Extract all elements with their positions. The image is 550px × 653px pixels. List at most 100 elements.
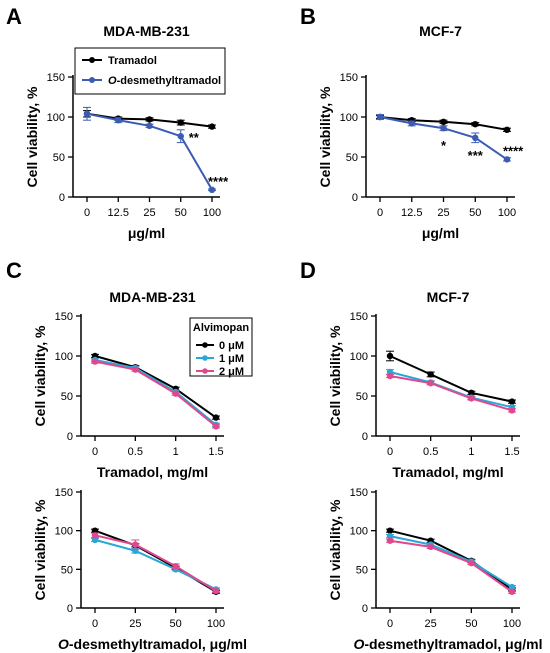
data-point: [83, 110, 91, 118]
y-tick-label: 50: [346, 152, 358, 164]
legend-label-italic: O: [108, 75, 117, 87]
legend-marker: [89, 57, 95, 63]
data-point: [427, 543, 434, 551]
x-tick-label: 1: [468, 446, 474, 458]
x-tick-label: 1.5: [504, 446, 519, 458]
x-tick-label: 0.5: [423, 446, 438, 458]
data-point: [468, 559, 475, 567]
data-point: [503, 156, 511, 163]
legend-marker: [202, 368, 208, 374]
x-tick-label: 25: [425, 618, 437, 630]
x-tick-label: 0: [387, 618, 393, 630]
x-tick-label: 12.5: [108, 207, 129, 219]
x-axis-label: μg/ml: [128, 225, 165, 241]
x-axis-label-rest: -desmethyltramadol, μg/ml: [364, 636, 542, 652]
x-tick-label: 100: [498, 207, 516, 219]
data-point: [376, 113, 384, 121]
x-tick-label: 50: [465, 618, 477, 630]
x-tick-label: 0.5: [128, 446, 143, 458]
panel-letter-b: B: [300, 4, 316, 29]
legend-label-rest: -desmethyltramadol: [117, 75, 222, 87]
chart-a: MDA-MB-231 0 50 100 150 0 12.5 25 50 100 Cell viab…: [24, 23, 229, 241]
y-tick-label: 150: [47, 72, 65, 84]
data-point: [146, 122, 153, 129]
data-point: [172, 563, 179, 570]
y-tick-label: 50: [356, 391, 368, 403]
y-tick-label: 0: [352, 192, 358, 204]
y-tick-label: 100: [47, 112, 65, 124]
y-axis-label: Cell viability, %: [24, 86, 40, 187]
x-axis-label: Tramadol, mg/ml: [97, 464, 208, 480]
x-tick-label: 50: [170, 618, 182, 630]
y-tick-label: 150: [350, 311, 368, 323]
series-3: [91, 358, 220, 430]
y-tick-label: 0: [362, 431, 368, 443]
x-axis-label: O-desmethyltramadol, μg/ml: [353, 636, 542, 652]
x-axis-label-italic: O: [353, 636, 364, 652]
data-point: [472, 121, 479, 128]
y-tick-label: 100: [55, 351, 73, 363]
legend-label: 1 μM: [219, 353, 244, 365]
series-line: [389, 535, 513, 588]
y-tick-label: 100: [55, 526, 73, 538]
x-axis-label: Tramadol, mg/ml: [392, 464, 503, 480]
data-point: [386, 352, 394, 360]
series-3: [386, 372, 516, 414]
y-tick-label: 150: [350, 487, 368, 499]
y-tick-label: 100: [350, 351, 368, 363]
y-tick-label: 50: [61, 564, 73, 576]
x-axis-label-rest: -desmethyltramadol, μg/ml: [69, 636, 247, 652]
series-line: [389, 371, 513, 409]
legend-label: 2 μM: [219, 366, 244, 378]
series-3: [386, 537, 516, 595]
data-point: [146, 116, 153, 123]
y-tick-label: 100: [340, 112, 358, 124]
y-tick-label: 150: [340, 72, 358, 84]
data-point: [212, 587, 220, 595]
x-tick-label: 0: [92, 618, 98, 630]
data-point: [427, 380, 434, 387]
legend-marker: [89, 77, 95, 83]
data-point: [208, 123, 216, 130]
x-tick-label: 12.5: [401, 207, 422, 219]
x-tick-label: 25: [437, 207, 449, 219]
series-line: [389, 355, 513, 403]
data-point: [386, 532, 394, 540]
series-line: [389, 539, 513, 593]
y-tick-label: 150: [55, 487, 73, 499]
significance-annotation: ****: [208, 174, 229, 189]
y-axis-label: Cell viability, %: [327, 499, 343, 600]
data-point: [508, 583, 516, 591]
chart-c: MDA-MB-231 0 50 100 150 0 0.5 1 1.5 Cell viabilit…: [32, 289, 253, 480]
x-axis-label: O-desmethyltramadol, μg/ml: [58, 636, 247, 652]
data-point: [386, 372, 394, 380]
data-point: [177, 119, 184, 126]
data-point: [91, 527, 99, 534]
data-point: [91, 536, 99, 544]
x-axis-label: μg/ml: [422, 225, 459, 241]
data-point: [427, 371, 434, 378]
y-tick-label: 150: [55, 311, 73, 323]
data-point: [468, 389, 475, 396]
y-axis-label: Cell viability, %: [32, 325, 48, 426]
series-2: [376, 113, 511, 163]
series-line: [94, 359, 217, 426]
data-point: [440, 118, 447, 126]
x-tick-label: 0: [84, 207, 90, 219]
data-point: [91, 532, 99, 539]
series-1: [91, 527, 220, 595]
significance-annotation: *: [441, 138, 447, 153]
legend-label: 0 μM: [219, 340, 244, 352]
y-tick-label: 100: [350, 526, 368, 538]
legend-marker: [202, 355, 208, 361]
legend-marker: [202, 342, 208, 348]
data-point: [91, 358, 99, 365]
x-tick-label: 1: [173, 446, 179, 458]
x-tick-label: 100: [203, 207, 221, 219]
data-point: [508, 588, 516, 595]
legend: Tramadol O-desmethyltramadol: [74, 47, 226, 95]
data-point: [212, 423, 220, 430]
y-tick-label: 50: [356, 564, 368, 576]
data-point: [212, 414, 220, 421]
